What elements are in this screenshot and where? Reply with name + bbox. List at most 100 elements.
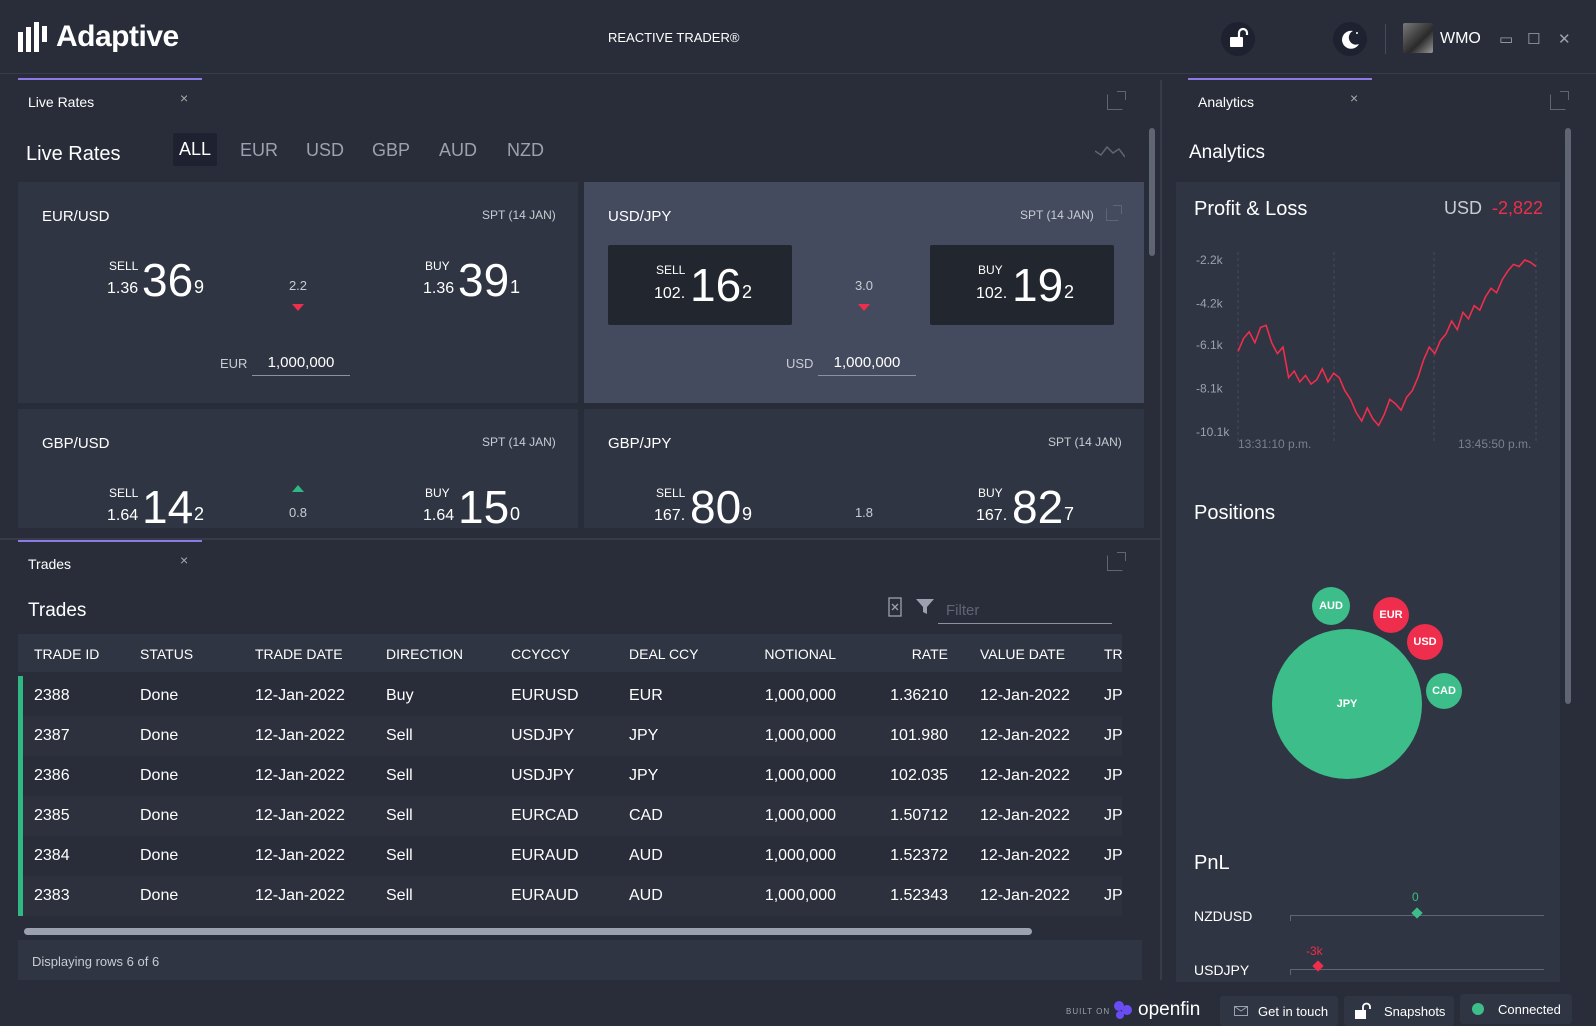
snapshots-button[interactable]: Snapshots <box>1344 996 1454 1026</box>
cell-ccyccy: EURAUD <box>511 887 579 904</box>
chart-toggle-icon[interactable] <box>1094 143 1126 164</box>
pnl-chart: -2.2k -4.2k -6.1k -8.1k -10.1k 13:31:10 p.m. 1… <box>1196 252 1537 451</box>
filter-icon[interactable] <box>916 599 934 620</box>
filter-eur[interactable]: EUR <box>240 140 279 160</box>
close-icon[interactable]: × <box>180 552 189 568</box>
buy-pips: 19 <box>1012 259 1064 311</box>
analytics-scrollbar[interactable] <box>1565 128 1571 704</box>
mail-icon <box>1234 1006 1248 1016</box>
cell-rate: 1.52343 <box>890 887 948 904</box>
table-header: TRADE ID STATUS TRADE DATE DIRECTION CCY… <box>18 634 1122 672</box>
popout-icon[interactable] <box>1107 552 1126 571</box>
cell-deal-ccy: AUD <box>629 847 663 864</box>
cell-notional: 1,000,000 <box>764 807 836 824</box>
cell-ccyccy: USDJPY <box>511 727 575 744</box>
built-on-label: BUILT ON <box>1066 1007 1111 1016</box>
analytics-content: Profit & Loss USD -2,822 -2.2k -4.2k -6.1k… <box>1176 182 1560 982</box>
notional-currency: EUR <box>220 356 248 371</box>
horizontal-scrollbar[interactable] <box>24 928 1032 935</box>
cell-status: Done <box>140 847 179 864</box>
sell-button[interactable]: SELL 102. 16 2 <box>608 245 792 325</box>
position-bubble-eur[interactable]: EUR <box>1373 597 1409 633</box>
sell-button[interactable]: SELL 1.64 14 2 <box>61 472 245 528</box>
tab-trades[interactable]: Trades × <box>18 540 202 580</box>
table-row[interactable]: 2387 Done 12-Jan-2022 Sell USDJPY JPY 1,000,00… <box>18 716 1122 756</box>
cell-rate: 1.36210 <box>890 687 948 704</box>
col-trade-id[interactable]: TRADE ID <box>34 646 100 662</box>
avatar[interactable] <box>1403 23 1433 53</box>
tab-analytics[interactable]: Analytics × <box>1188 78 1372 118</box>
cell-trade-date: 12-Jan-2022 <box>255 687 345 704</box>
pnl-row-value: -3k <box>1306 944 1323 958</box>
filter-aud[interactable]: AUD <box>439 140 478 160</box>
popout-icon[interactable] <box>1107 91 1126 110</box>
panel-splitter[interactable] <box>0 538 1160 540</box>
buy-pips: 15 <box>458 481 510 528</box>
filter-nzd[interactable]: NZD <box>507 140 544 160</box>
col-deal-ccy[interactable]: DEAL CCY <box>629 646 699 662</box>
app-title: REACTIVE TRADER® <box>608 30 740 45</box>
tab-live-rates[interactable]: Live Rates × <box>18 78 202 118</box>
sell-fractional-pip: 2 <box>194 504 205 524</box>
buy-button[interactable]: BUY 1.64 15 0 <box>377 472 561 528</box>
table-row[interactable]: 2384 Done 12-Jan-2022 Sell EURAUD AUD 1,000,00… <box>18 836 1122 876</box>
tile-spot-date: SPT (14 JAN) <box>482 435 556 449</box>
buy-button[interactable]: BUY 1.36 39 1 <box>377 245 561 325</box>
col-trader[interactable]: TRA <box>1104 646 1122 662</box>
position-bubble-usd[interactable]: USD <box>1407 624 1443 660</box>
filter-gbp[interactable]: GBP <box>372 140 411 160</box>
table-row[interactable]: 2383 Done 12-Jan-2022 Sell EURAUD AUD 1,000,00… <box>18 876 1122 916</box>
col-trade-date[interactable]: TRADE DATE <box>255 646 343 662</box>
buy-pips: 39 <box>458 254 510 306</box>
theme-toggle-button[interactable] <box>1333 22 1367 56</box>
notional-input[interactable]: 1,000,000 <box>252 354 350 376</box>
maximize-icon[interactable]: ☐ <box>1527 31 1541 48</box>
position-bubble-jpy[interactable]: JPY <box>1272 629 1422 779</box>
minimize-icon[interactable]: ▭ <box>1499 31 1514 48</box>
tab-analytics-label: Analytics <box>1198 94 1255 110</box>
get-in-touch-button[interactable]: Get in touch <box>1220 996 1338 1026</box>
buy-label: BUY <box>425 259 450 273</box>
notional-input[interactable]: 1,000,000 <box>818 354 916 376</box>
y-tick-label: -10.1k <box>1196 425 1230 439</box>
filter-input[interactable]: Filter <box>938 600 1112 624</box>
pnl-value: -2,822 <box>1492 198 1544 218</box>
price-down-icon <box>858 304 870 311</box>
col-direction[interactable]: DIRECTION <box>386 646 463 662</box>
excel-export-icon[interactable] <box>888 597 902 622</box>
lock-button[interactable] <box>1221 22 1255 56</box>
filter-usd[interactable]: USD <box>306 140 345 160</box>
sell-button[interactable]: SELL 167. 80 9 <box>608 472 792 528</box>
col-rate[interactable]: RATE <box>911 646 948 662</box>
sell-button[interactable]: SELL 1.36 36 9 <box>61 245 245 325</box>
table-row[interactable]: 2385 Done 12-Jan-2022 Sell EURCAD CAD 1,000,00… <box>18 796 1122 836</box>
col-status[interactable]: STATUS <box>140 646 194 662</box>
cell-rate: 102.035 <box>890 767 948 784</box>
col-notional[interactable]: NOTIONAL <box>764 646 836 662</box>
table-row[interactable]: 2388 Done 12-Jan-2022 Buy EURUSD EUR 1,000,000… <box>18 676 1122 716</box>
bubble-label: JPY <box>1336 698 1358 710</box>
close-icon[interactable]: × <box>180 90 189 106</box>
close-icon[interactable]: × <box>1350 90 1359 106</box>
buy-button[interactable]: BUY 167. 82 7 <box>930 472 1114 528</box>
buy-button[interactable]: BUY 102. 19 2 <box>930 245 1114 325</box>
live-rates-scrollbar[interactable] <box>1149 128 1155 256</box>
vertical-splitter[interactable] <box>1160 80 1162 980</box>
spread-value: 0.8 <box>288 505 308 520</box>
pnl-series-line <box>1237 259 1537 427</box>
filter-all[interactable]: ALL <box>173 133 218 166</box>
position-bubble-cad[interactable]: CAD <box>1426 673 1462 709</box>
pnl-row-marker <box>1411 907 1423 919</box>
cell-status: Done <box>140 807 179 824</box>
unlock-icon <box>1355 1002 1371 1019</box>
popout-icon[interactable] <box>1550 91 1569 110</box>
col-value-date[interactable]: VALUE DATE <box>980 646 1066 662</box>
table-row[interactable]: 2386 Done 12-Jan-2022 Sell USDJPY JPY 1,000,00… <box>18 756 1122 796</box>
col-ccyccy[interactable]: CCYCCY <box>511 646 571 662</box>
popout-icon[interactable] <box>1106 205 1122 221</box>
cell-direction: Sell <box>386 767 413 784</box>
close-icon[interactable]: ✕ <box>1558 31 1571 48</box>
tab-trades-label: Trades <box>28 556 72 572</box>
tile-pair: GBP/JPY <box>608 435 672 452</box>
position-bubble-aud[interactable]: AUD <box>1312 587 1350 625</box>
